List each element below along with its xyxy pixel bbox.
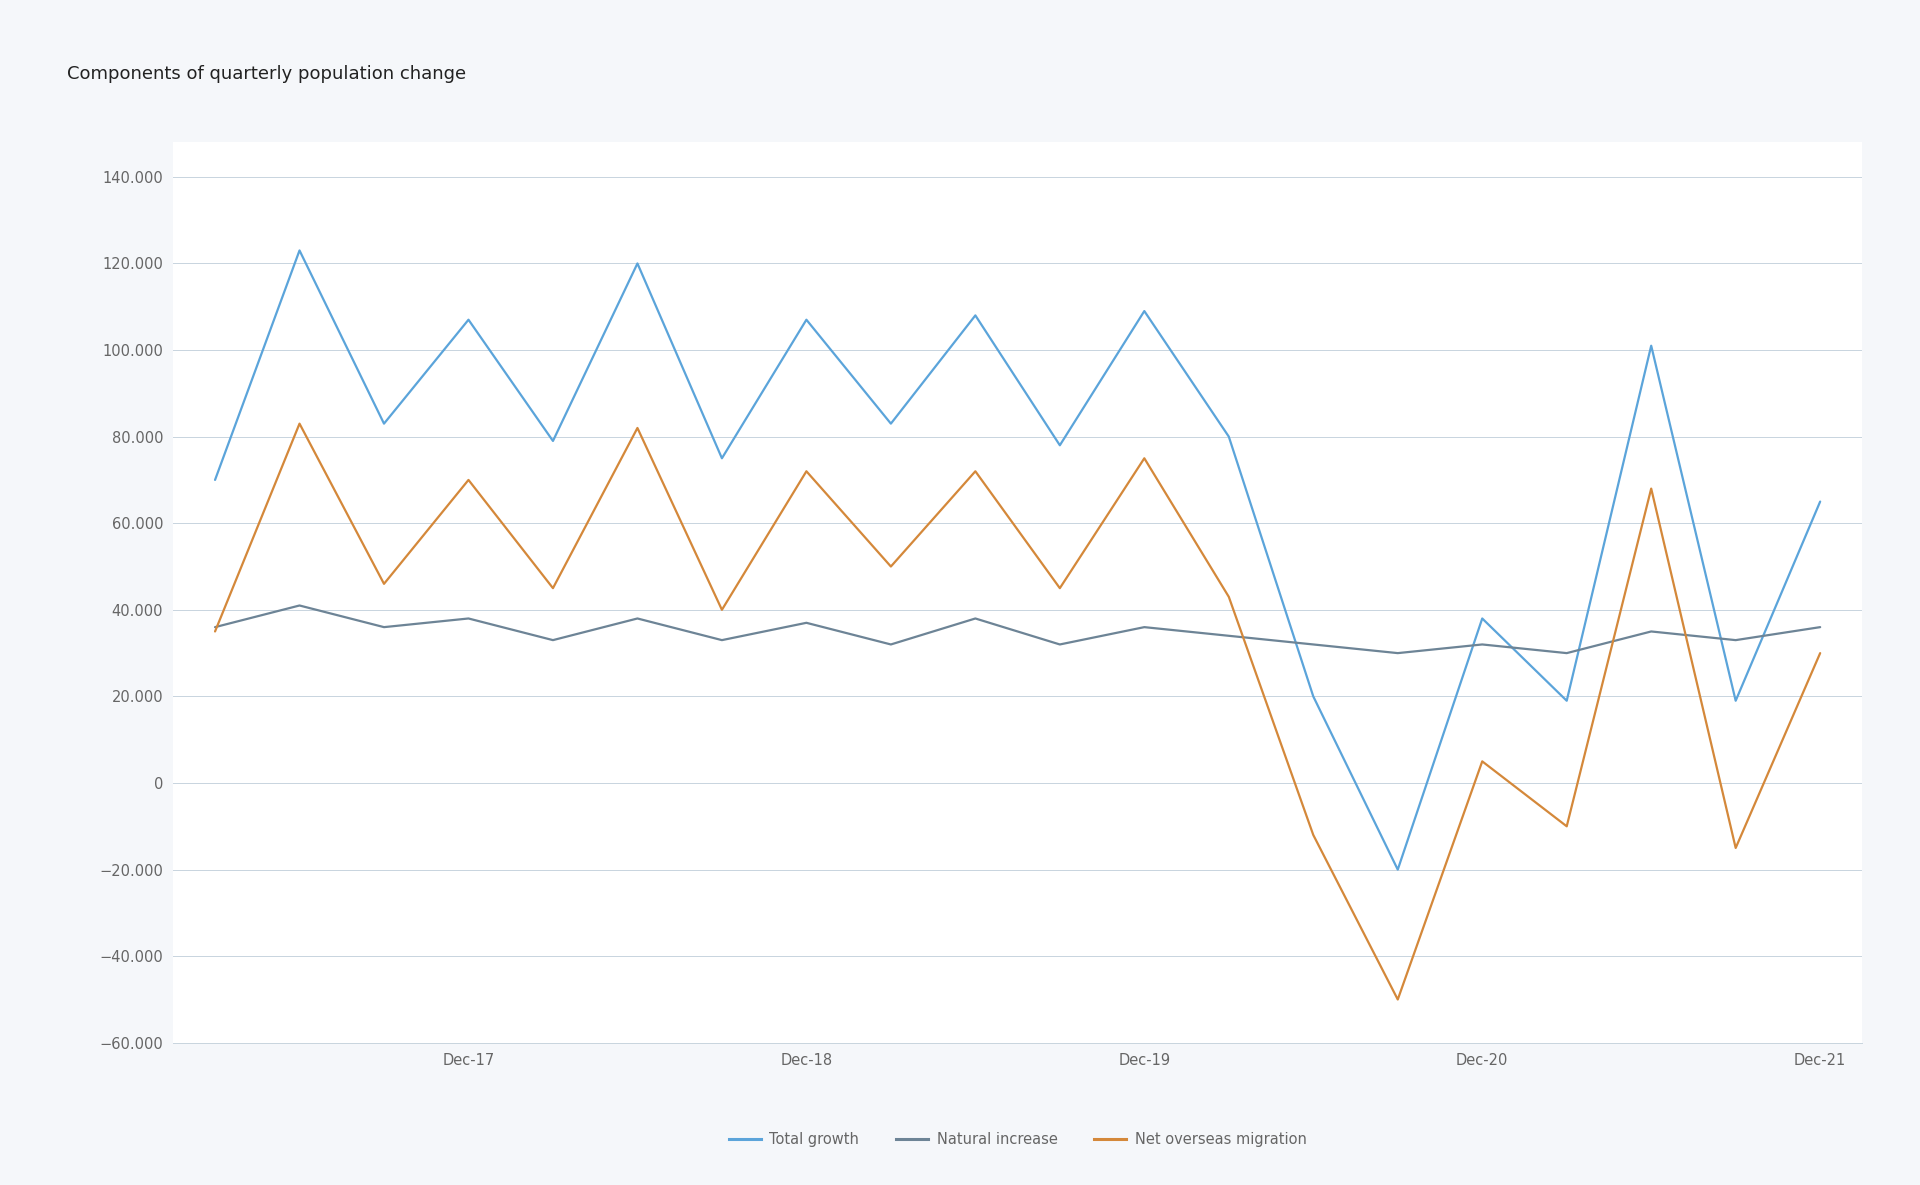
- Net overseas migration: [541, 581, 564, 595]
- Total growth: [795, 313, 818, 327]
- Net overseas migration: [1555, 819, 1578, 833]
- Total growth: [288, 243, 311, 257]
- Net overseas migration: [710, 603, 733, 617]
- Total growth: [1217, 429, 1240, 443]
- Natural increase: [204, 620, 227, 634]
- Legend: Total growth, Natural increase, Net overseas migration: Total growth, Natural increase, Net over…: [722, 1126, 1313, 1153]
- Total growth: [1302, 690, 1325, 704]
- Total growth: [204, 473, 227, 487]
- Net overseas migration: [288, 417, 311, 431]
- Total growth: [372, 417, 396, 431]
- Natural increase: [626, 611, 649, 626]
- Natural increase: [1640, 624, 1663, 639]
- Net overseas migration: [1217, 590, 1240, 604]
- Natural increase: [1048, 638, 1071, 652]
- Natural increase: [457, 611, 480, 626]
- Natural increase: [1302, 638, 1325, 652]
- Natural increase: [541, 633, 564, 647]
- Total growth: [457, 313, 480, 327]
- Natural increase: [372, 620, 396, 634]
- Net overseas migration: [1386, 992, 1409, 1006]
- Line: Total growth: Total growth: [215, 250, 1820, 870]
- Total growth: [626, 256, 649, 270]
- Natural increase: [1217, 629, 1240, 643]
- Net overseas migration: [626, 421, 649, 435]
- Natural increase: [964, 611, 987, 626]
- Total growth: [1555, 693, 1578, 707]
- Natural increase: [1555, 646, 1578, 660]
- Total growth: [1471, 611, 1494, 626]
- Net overseas migration: [879, 559, 902, 574]
- Net overseas migration: [795, 465, 818, 479]
- Net overseas migration: [204, 624, 227, 639]
- Net overseas migration: [1640, 481, 1663, 495]
- Total growth: [964, 308, 987, 322]
- Total growth: [1386, 863, 1409, 877]
- Natural increase: [1471, 638, 1494, 652]
- Line: Natural increase: Natural increase: [215, 606, 1820, 653]
- Net overseas migration: [457, 473, 480, 487]
- Natural increase: [710, 633, 733, 647]
- Total growth: [1133, 303, 1156, 318]
- Line: Net overseas migration: Net overseas migration: [215, 424, 1820, 999]
- Total growth: [541, 434, 564, 448]
- Total growth: [1724, 693, 1747, 707]
- Total growth: [1048, 438, 1071, 453]
- Text: Components of quarterly population change: Components of quarterly population chang…: [67, 65, 467, 83]
- Natural increase: [795, 616, 818, 630]
- Net overseas migration: [372, 577, 396, 591]
- Total growth: [879, 417, 902, 431]
- Total growth: [1640, 339, 1663, 353]
- Total growth: [710, 451, 733, 466]
- Net overseas migration: [1133, 451, 1156, 466]
- Natural increase: [1724, 633, 1747, 647]
- Natural increase: [1386, 646, 1409, 660]
- Net overseas migration: [1302, 828, 1325, 843]
- Net overseas migration: [964, 465, 987, 479]
- Net overseas migration: [1724, 841, 1747, 856]
- Total growth: [1809, 494, 1832, 508]
- Net overseas migration: [1048, 581, 1071, 595]
- Natural increase: [879, 638, 902, 652]
- Net overseas migration: [1471, 755, 1494, 769]
- Natural increase: [1809, 620, 1832, 634]
- Net overseas migration: [1809, 646, 1832, 660]
- Natural increase: [1133, 620, 1156, 634]
- Natural increase: [288, 598, 311, 613]
